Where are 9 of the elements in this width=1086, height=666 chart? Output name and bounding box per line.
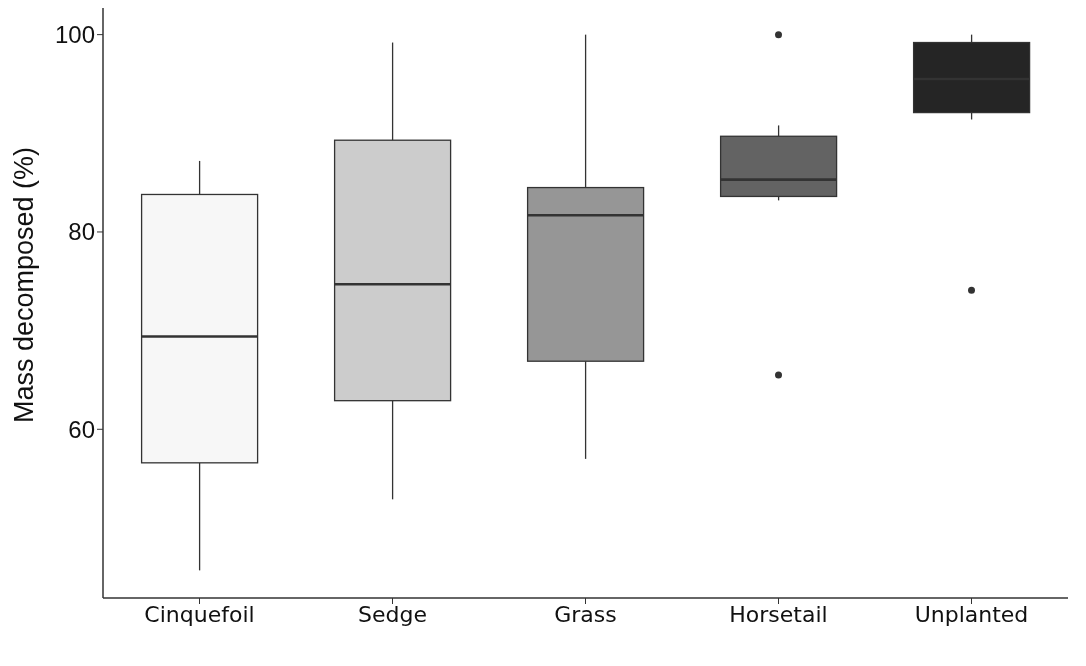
x-tick-label: Cinquefoil [144,601,255,627]
x-tick-label: Horsetail [729,601,828,627]
x-tick-label: Unplanted [914,601,1029,627]
y-tick-label: 100 [54,21,95,49]
x-tick-label: Sedge [358,601,427,627]
y-axis-title: Mass decomposed (%) [8,146,39,423]
x-tick-label: Grass [554,601,617,627]
y-tick-label: 60 [68,415,95,443]
y-tick-label: 80 [68,218,95,246]
